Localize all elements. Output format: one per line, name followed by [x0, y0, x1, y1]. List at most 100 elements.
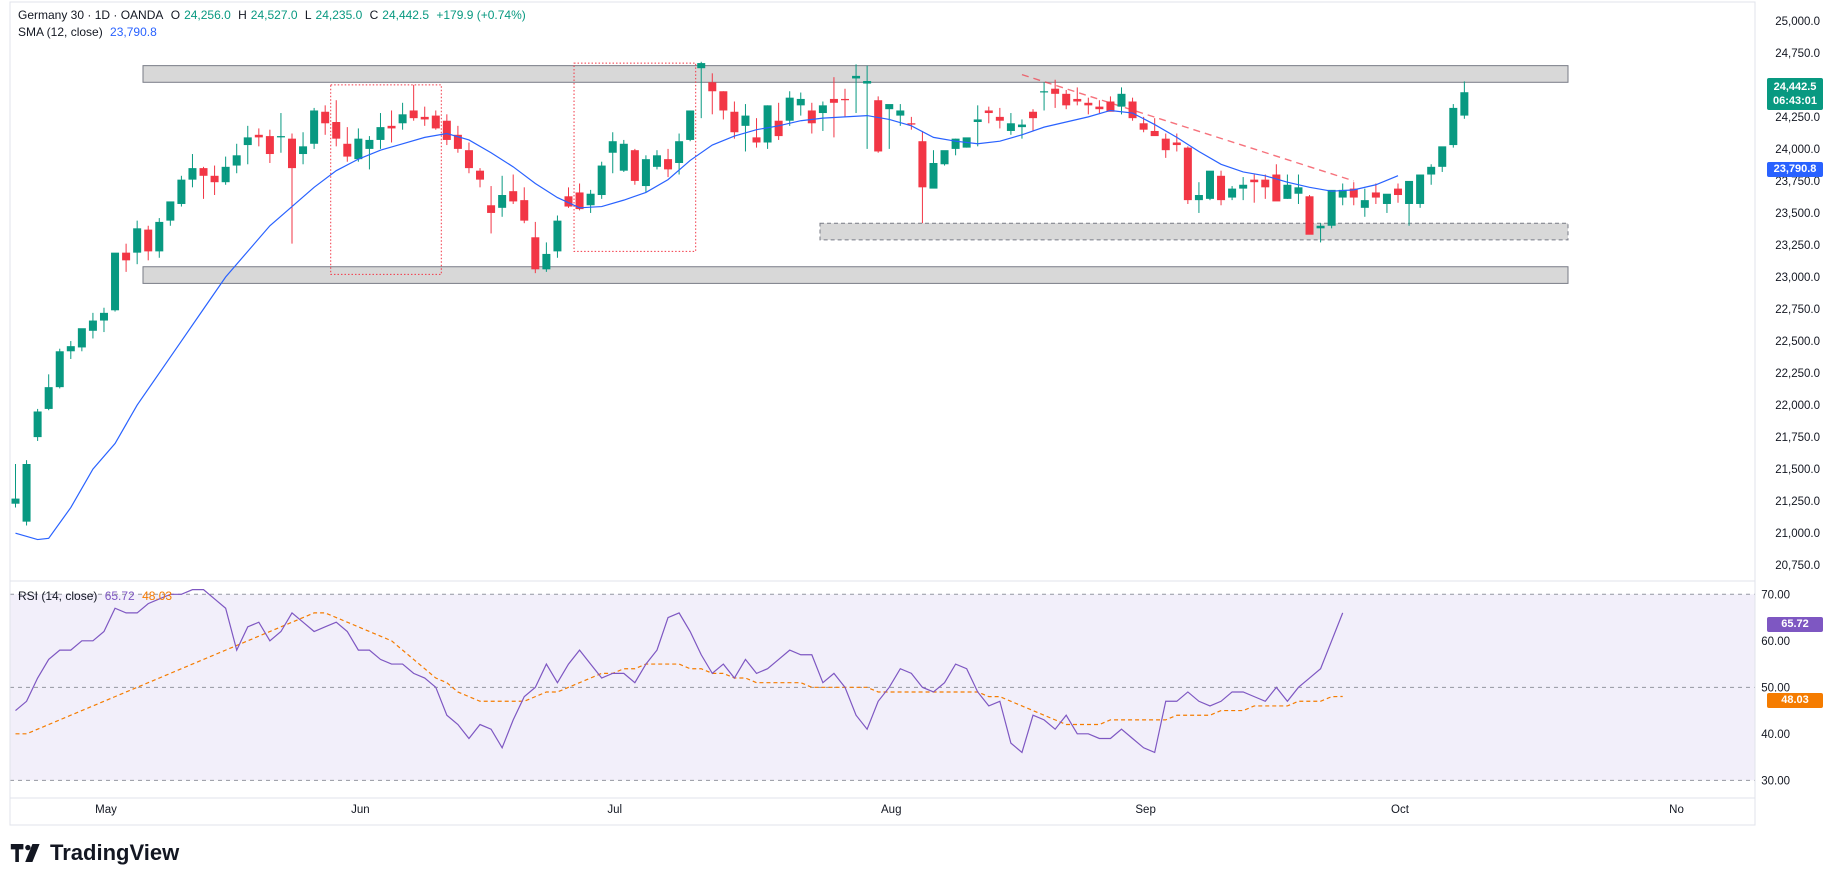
candle-body	[1150, 130, 1159, 137]
candle	[243, 125, 252, 165]
candle-body	[122, 252, 131, 261]
candle	[1239, 177, 1248, 201]
candle-body	[652, 155, 661, 167]
axes: 25,000.024,750.024,500.024,250.024,000.0…	[9, 1, 1820, 826]
candle-body	[1139, 123, 1148, 130]
candle	[686, 110, 695, 142]
candle-body	[498, 195, 507, 208]
candle-body	[951, 138, 960, 149]
candle-body	[940, 150, 949, 165]
close-key: C	[369, 8, 379, 22]
range-box-1	[573, 62, 697, 252]
candle	[641, 155, 650, 193]
rsi-tick-label: 50.00	[1761, 682, 1790, 694]
sma-line	[15, 109, 1399, 541]
candle-body	[1172, 142, 1181, 146]
candle-body	[597, 165, 606, 196]
candle	[818, 101, 827, 131]
candle	[630, 148, 639, 185]
candle-body	[221, 166, 230, 183]
candle-body	[1084, 102, 1093, 106]
candle	[210, 165, 219, 196]
price-tick-label: 25,000.0	[1775, 16, 1820, 28]
candle-body	[11, 498, 20, 504]
candle-body	[1062, 93, 1071, 106]
candle-body	[442, 120, 451, 140]
candle-body	[841, 98, 849, 101]
candle-body	[686, 110, 695, 140]
candle-body	[299, 146, 308, 155]
candle-body	[1427, 166, 1436, 175]
candle-body	[1128, 101, 1137, 119]
candle-body	[398, 114, 407, 124]
rsi-legend: RSI (14, close) 65.72 48.03	[18, 589, 176, 603]
candle-body	[1294, 187, 1303, 194]
candle-body	[973, 119, 982, 122]
candle-body	[874, 100, 883, 152]
candle-body	[1405, 180, 1414, 204]
candle-body	[575, 192, 584, 210]
candle	[99, 307, 108, 333]
rsi-tick-label: 70.00	[1761, 589, 1790, 601]
price-tick-label: 22,500.0	[1775, 336, 1820, 348]
candle	[365, 136, 374, 170]
tradingview-logo[interactable]: TradingView	[10, 840, 179, 866]
candle	[1084, 97, 1093, 115]
candle-body	[22, 464, 31, 522]
candle-body	[166, 201, 175, 221]
candle-body	[630, 150, 639, 181]
candle-body	[675, 141, 684, 163]
candle	[564, 187, 573, 208]
price-tick-label: 20,750.0	[1775, 560, 1820, 572]
candle	[1228, 186, 1237, 201]
candle	[464, 142, 473, 174]
candle	[409, 84, 418, 121]
candle	[608, 132, 617, 174]
candle-body	[984, 110, 993, 114]
time-tick-label: Oct	[1391, 804, 1410, 816]
candle-body	[453, 134, 462, 149]
candle	[1305, 195, 1314, 235]
zone-0	[142, 65, 1569, 83]
candle	[553, 215, 562, 258]
rsi-line	[15, 589, 1344, 754]
candle-body	[1438, 146, 1447, 167]
rsi-ma-tag: 48.03	[1767, 693, 1823, 708]
candle-body	[44, 387, 53, 409]
candle	[1183, 146, 1192, 204]
candle	[299, 132, 308, 165]
rsi-tick-label: 40.00	[1761, 729, 1790, 741]
candle-body	[232, 155, 241, 166]
rsi-tick-label: 60.00	[1761, 636, 1790, 648]
candle	[1449, 104, 1458, 148]
candle	[354, 128, 363, 162]
price-tick-label: 24,250.0	[1775, 112, 1820, 124]
candle-body	[310, 110, 319, 144]
candle	[1394, 183, 1402, 203]
candle-body	[1017, 124, 1026, 128]
candle-body	[1040, 91, 1049, 93]
candle-body	[664, 159, 673, 170]
candle	[807, 102, 816, 134]
candle	[1382, 193, 1391, 213]
candle-body	[1217, 175, 1226, 201]
candle	[177, 175, 186, 207]
candle	[664, 148, 673, 178]
last-price-tag: 24,442.5 06:43:01	[1767, 78, 1823, 110]
candle	[929, 150, 938, 189]
candle	[1438, 146, 1447, 172]
candle	[88, 312, 97, 339]
open-key: O	[170, 8, 181, 22]
candle	[675, 133, 684, 175]
candle	[276, 113, 285, 153]
candle-body	[321, 111, 330, 124]
candle	[774, 102, 783, 140]
candle-body	[829, 98, 838, 103]
candle	[111, 252, 120, 312]
candle-body	[111, 252, 120, 311]
price-pane[interactable]	[11, 61, 1569, 541]
candle	[1172, 133, 1181, 152]
time-tick-label: Jun	[351, 804, 370, 816]
rsi-pane[interactable]	[10, 589, 1755, 781]
